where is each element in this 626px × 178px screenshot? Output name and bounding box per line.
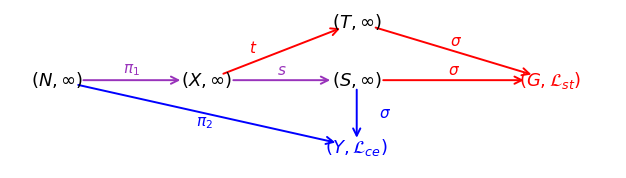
Text: $(S,\infty)$: $(S,\infty)$ [332, 70, 382, 90]
Text: $(Y,\mathcal{L}_{ce})$: $(Y,\mathcal{L}_{ce})$ [326, 137, 388, 158]
Text: $(X,\infty)$: $(X,\infty)$ [182, 70, 232, 90]
Text: $\sigma$: $\sigma$ [448, 63, 459, 78]
Text: $t$: $t$ [249, 40, 258, 56]
Text: $\sigma$: $\sigma$ [451, 34, 463, 49]
Text: $(T,\infty)$: $(T,\infty)$ [332, 12, 382, 32]
Text: $\pi_1$: $\pi_1$ [123, 63, 140, 78]
Text: $(N,\infty)$: $(N,\infty)$ [31, 70, 83, 90]
Text: $s$: $s$ [277, 63, 287, 78]
Text: $\pi_2$: $\pi_2$ [196, 116, 213, 131]
Text: $(G,\mathcal{L}_{st})$: $(G,\mathcal{L}_{st})$ [519, 70, 582, 91]
Text: $\sigma$: $\sigma$ [379, 106, 391, 121]
